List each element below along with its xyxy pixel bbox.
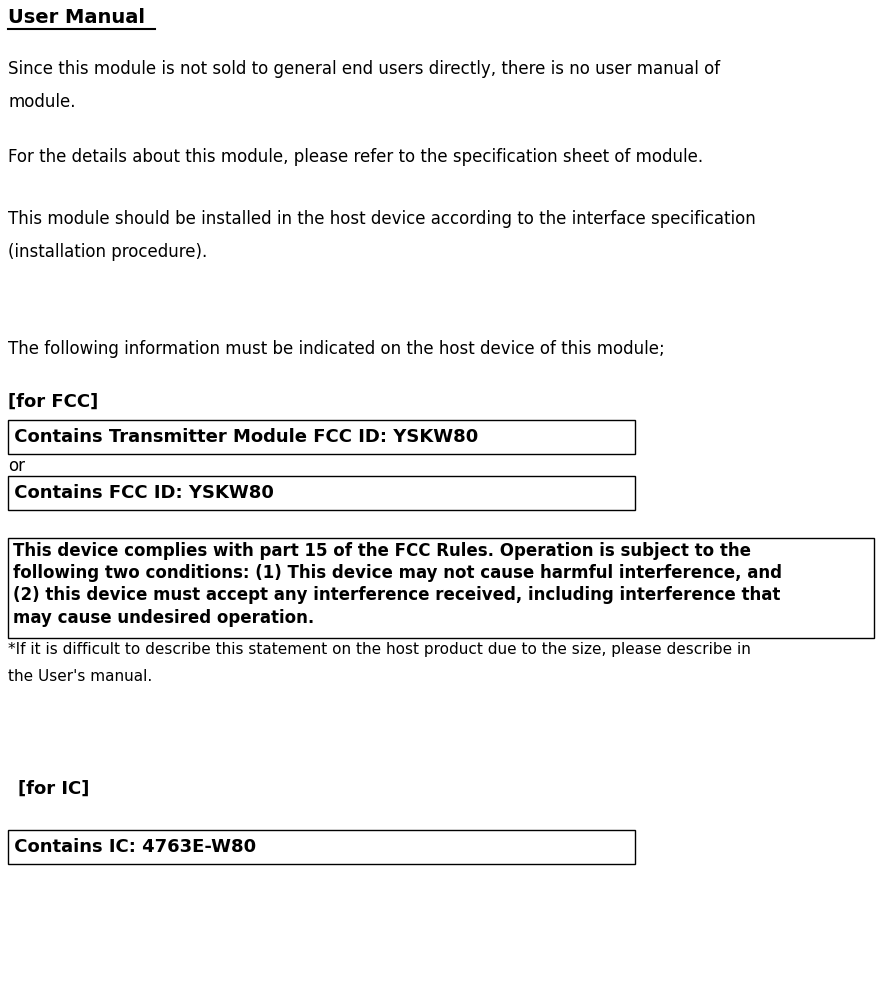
- Bar: [8, 476, 634, 510]
- Text: Contains Transmitter Module FCC ID: YSKW80: Contains Transmitter Module FCC ID: YSKW…: [8, 428, 478, 446]
- Text: The following information must be indicated on the host device of this module;: The following information must be indica…: [8, 340, 664, 358]
- Bar: [8, 830, 634, 864]
- Text: or: or: [8, 457, 25, 475]
- Text: [for FCC]: [for FCC]: [8, 393, 98, 411]
- Text: Contains FCC ID: YSKW80: Contains FCC ID: YSKW80: [8, 484, 274, 502]
- Text: [for IC]: [for IC]: [18, 780, 89, 798]
- Text: This device complies with part 15 of the FCC Rules. Operation is subject to the
: This device complies with part 15 of the…: [13, 542, 781, 626]
- Bar: [8, 538, 873, 638]
- Text: User Manual: User Manual: [8, 8, 144, 27]
- Text: For the details about this module, please refer to the specification sheet of mo: For the details about this module, pleas…: [8, 148, 703, 166]
- Text: Since this module is not sold to general end users directly, there is no user ma: Since this module is not sold to general…: [8, 60, 719, 111]
- Text: This module should be installed in the host device according to the interface sp: This module should be installed in the h…: [8, 210, 755, 262]
- Text: Contains IC: 4763E-W80: Contains IC: 4763E-W80: [8, 838, 256, 856]
- Text: *If it is difficult to describe this statement on the host product due to the si: *If it is difficult to describe this sta…: [8, 642, 750, 684]
- Bar: [8, 420, 634, 454]
